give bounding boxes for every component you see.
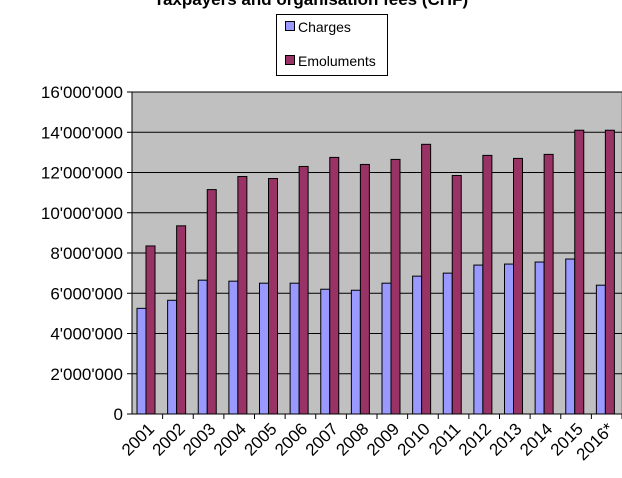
y-tick-label: 12'000'000 [41,164,123,183]
bar-emoluments-2015 [574,129,585,415]
x-tick-label: 2011 [425,419,464,458]
legend-item-charges: Charges [285,19,351,35]
bar-charges-2014 [534,261,545,415]
legend-label-charges: Charges [298,19,351,35]
bar-charges-2007 [320,288,331,415]
bar-emoluments-2002 [176,225,187,415]
x-tick-label: 2006 [271,419,311,459]
bar-emoluments-2006 [298,165,309,415]
bar-charges-2003 [197,279,208,415]
bar-emoluments-2001 [145,245,156,415]
bar-charges-2006 [289,282,300,415]
bar-charges-2008 [350,289,361,415]
bar-charges-2011 [442,272,453,415]
bar-charges-2012 [473,264,484,415]
bar-emoluments-2004 [237,176,248,415]
bar-emoluments-2007 [329,156,340,415]
y-tick-label: 2'000'000 [50,365,123,384]
bar-charges-2013 [504,263,514,415]
bar-charges-2002 [167,299,178,415]
bar-charges-2005 [259,282,269,415]
legend-swatch-emoluments [285,55,295,65]
x-tick-label: 2007 [302,419,342,459]
y-tick-label: 0 [114,405,123,424]
bar-emoluments-2014 [543,153,554,415]
y-tick-label: 10'000'000 [41,204,123,223]
x-tick-label: 2014 [516,419,556,459]
bar-emoluments-2003 [206,189,217,415]
bar-emoluments-2010 [421,143,432,415]
x-tick-label: 2003 [179,419,219,459]
bar-charges-2016* [595,284,606,415]
legend-label-emoluments: Emoluments [298,53,376,69]
x-tick-label: 2012 [455,419,495,459]
y-tick-label: 16'000'000 [41,83,123,102]
bar-emoluments-2009 [390,158,401,415]
bar-charges-2015 [565,258,576,415]
chart-title: Taxpayers and organisation fees (CHF) [0,0,622,10]
x-tick-label: 2004 [210,419,250,459]
y-tick-label: 8'000'000 [50,244,123,263]
x-tick-label: 2002 [149,419,189,459]
bar-charges-2010 [412,275,423,415]
x-tick-label: 2001 [118,419,158,459]
x-tick-label: 2009 [363,419,403,459]
bar-charges-2004 [228,280,239,415]
chart-legend: Charges Emoluments [276,14,388,76]
x-tick-label: 2010 [394,419,434,459]
x-tick-label: 2005 [240,419,280,459]
bar-emoluments-2013 [513,157,523,415]
bar-charges-2009 [381,282,392,415]
bar-emoluments-2011 [451,175,462,415]
bar-emoluments-2008 [359,163,370,415]
x-tick-label: 2008 [332,419,372,459]
bar-charges-2001 [136,307,147,415]
x-tick-label: 2013 [485,419,525,459]
y-tick-label: 14'000'000 [41,123,123,142]
legend-swatch-charges [285,21,295,31]
bar-emoluments-2012 [482,154,493,415]
legend-item-emoluments: Emoluments [285,53,376,69]
bar-emoluments-2016* [604,129,615,415]
y-tick-label: 4'000'000 [50,325,123,344]
y-tick-label: 6'000'000 [50,284,123,303]
bar-emoluments-2005 [268,178,278,415]
